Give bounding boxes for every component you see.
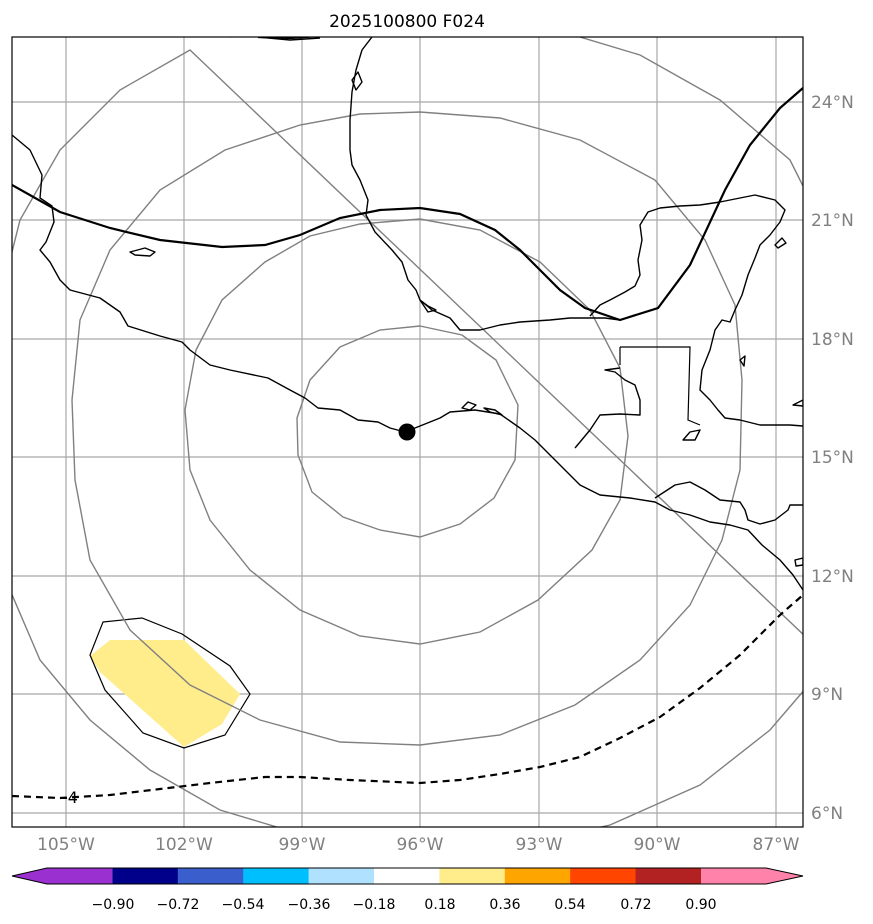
- colorbar-tick: −0.54: [222, 897, 265, 913]
- longitude-labels: 105°W 102°W 99°W 96°W 93°W 90°W 87°W: [37, 835, 800, 855]
- colorbar-tick: −0.18: [353, 897, 396, 913]
- colorbar-swatch: [112, 868, 179, 884]
- colorbar-swatch: [177, 868, 244, 884]
- colorbar-ticks: −0.90 −0.72 −0.54 −0.36 −0.18 0.18 0.36 …: [92, 897, 717, 913]
- colorbar-tick: −0.36: [288, 897, 331, 913]
- colorbar-swatch: [570, 868, 637, 884]
- map-area: -4: [12, 37, 803, 827]
- colorbar-swatch: [243, 868, 310, 884]
- colorbar-swatches: [12, 868, 803, 884]
- anomaly-outline: [89, 617, 251, 749]
- colorbar-swatch: [504, 868, 571, 884]
- colorbar-swatch: [374, 868, 440, 884]
- lat-label-12n: 12°N: [811, 567, 854, 587]
- colorbar-swatch: [635, 868, 702, 884]
- lon-label-96w: 96°W: [397, 835, 444, 855]
- colorbar-tick: 0.54: [554, 897, 585, 913]
- colorbar-tick: −0.72: [157, 897, 200, 913]
- lon-label-102w: 102°W: [155, 835, 213, 855]
- lon-label-99w: 99°W: [279, 835, 326, 855]
- coastlines: [12, 37, 803, 591]
- lat-label-9n: 9°N: [811, 685, 843, 705]
- colorbar-swatch: [701, 868, 803, 884]
- colorbar-outline: [11, 867, 804, 885]
- lat-label-15n: 15°N: [811, 448, 854, 468]
- lon-label-90w: 90°W: [634, 835, 681, 855]
- country-borders: [619, 346, 701, 426]
- dashed-contour: [12, 594, 803, 800]
- colorbar-tick: 0.72: [620, 897, 651, 913]
- lat-label-18n: 18°N: [811, 330, 854, 350]
- colorbar-swatch: [439, 868, 506, 884]
- storm-center-marker: [398, 423, 416, 441]
- lat-label-21n: 21°N: [811, 211, 854, 231]
- colorbar-swatch: [12, 868, 113, 884]
- colorbar: −0.90 −0.72 −0.54 −0.36 −0.18 0.18 0.36 …: [11, 867, 804, 913]
- graticule: [12, 37, 803, 827]
- colorbar-tick: 0.36: [489, 897, 520, 913]
- map-title: 2025100800 F024: [329, 12, 485, 32]
- contour-label: -4: [62, 788, 78, 807]
- colorbar-swatch: [308, 868, 375, 884]
- lon-label-93w: 93°W: [516, 835, 563, 855]
- lat-label-6n: 6°N: [811, 804, 843, 824]
- lon-label-87w: 87°W: [753, 835, 800, 855]
- lon-label-105w: 105°W: [37, 835, 95, 855]
- colorbar-tick: −0.90: [92, 897, 135, 913]
- map-frame: [11, 36, 804, 828]
- distance-rings: [12, 37, 803, 827]
- colorbar-tick: 0.18: [424, 897, 455, 913]
- lat-label-24n: 24°N: [811, 93, 854, 113]
- yellow-anomaly-fill: [90, 640, 240, 747]
- latitude-labels: 24°N 21°N 18°N 15°N 12°N 9°N 6°N: [811, 93, 854, 824]
- colorbar-tick: 0.90: [685, 897, 716, 913]
